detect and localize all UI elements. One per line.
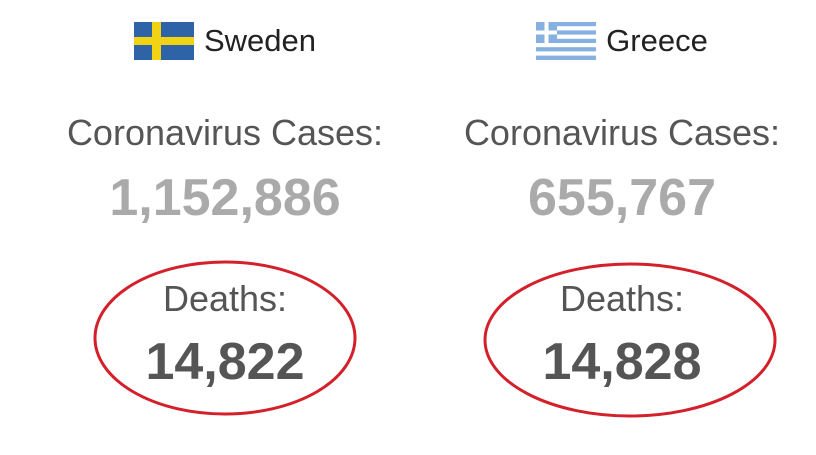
country-name: Greece bbox=[606, 23, 708, 58]
flag-greece bbox=[536, 22, 597, 60]
country-name: Sweden bbox=[203, 23, 317, 58]
country-panel: Sweden Coronavirus Cases: 1,152,886 Deat… bbox=[25, 0, 425, 455]
cases-label: Coronavirus Cases: bbox=[66, 112, 384, 153]
flag-sweden bbox=[133, 22, 194, 60]
cases-count: 1,152,886 bbox=[109, 169, 341, 227]
deaths-count: 14,822 bbox=[145, 333, 305, 391]
country-header: Sweden bbox=[25, 22, 425, 60]
deaths-label: Deaths: bbox=[559, 278, 685, 319]
country-header: Greece bbox=[422, 22, 816, 60]
country-panel: Greece Coronavirus Cases: 655,767 Deaths… bbox=[422, 0, 816, 455]
deaths-count: 14,828 bbox=[542, 333, 702, 391]
cases-count: 655,767 bbox=[528, 169, 716, 227]
deaths-label: Deaths: bbox=[162, 278, 288, 319]
cases-label: Coronavirus Cases: bbox=[463, 112, 781, 153]
